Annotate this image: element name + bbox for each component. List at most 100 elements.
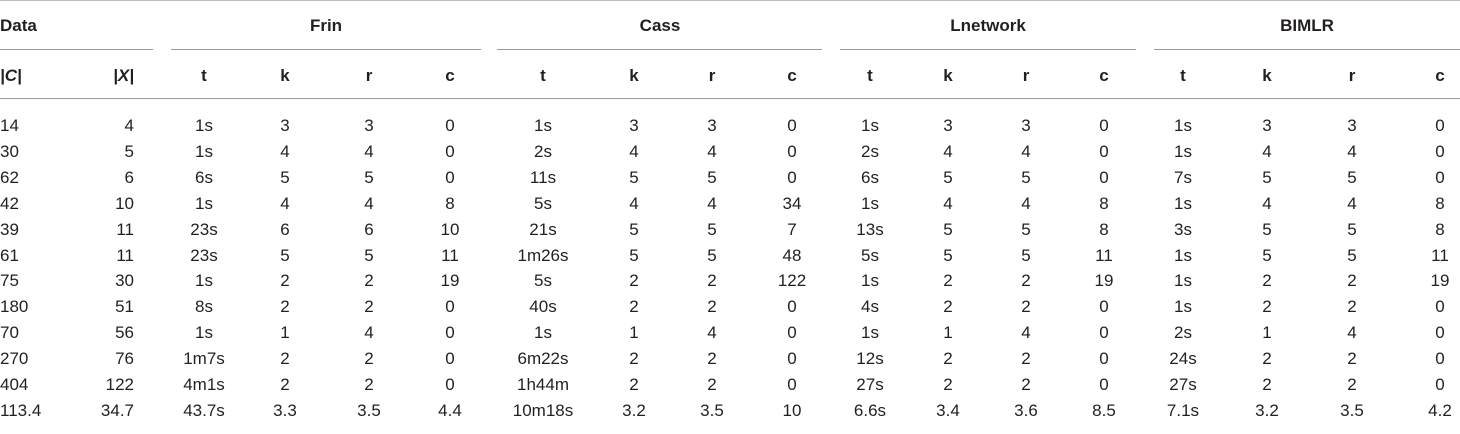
table-cell: 19: [440, 271, 460, 291]
table-cell: 3: [280, 116, 290, 135]
table-cell: 4: [1021, 141, 1031, 161]
table-cell: 0: [445, 141, 455, 161]
table-cell: 0: [445, 116, 455, 135]
table-cell: 6m22s: [517, 349, 569, 369]
table-cell: 5: [1347, 167, 1357, 187]
table-cell: 2: [1021, 297, 1031, 317]
table-cell: 70: [0, 323, 19, 343]
table-cell: 6s: [861, 167, 879, 187]
table-cell: 2: [707, 297, 717, 317]
header-c: c: [787, 66, 797, 85]
table-cell: 5: [1347, 245, 1357, 265]
table-cell: 1s: [195, 116, 213, 135]
table-cell: 1s: [1174, 271, 1192, 291]
header-t: t: [201, 66, 207, 85]
table-cell: 3: [1021, 116, 1031, 135]
table-cell: 3.2: [622, 400, 646, 420]
table-cell: 3: [1347, 116, 1357, 135]
table-cell: 2: [1347, 349, 1357, 369]
table-cell: 3.6: [1014, 400, 1038, 420]
table-cell: 5: [280, 167, 290, 187]
table-cell: 270: [0, 349, 29, 369]
table-cell: 11: [1431, 245, 1449, 265]
table-cell: 2: [1262, 271, 1272, 291]
table-cell: 11s: [529, 167, 557, 187]
table-cell: 0: [1435, 167, 1445, 187]
table-cell: 8: [1435, 219, 1445, 239]
table-cell: 43.7s: [183, 400, 225, 420]
data-group-rule: [0, 49, 153, 50]
table-cell: 5: [1021, 219, 1031, 239]
table-cell: 4: [280, 141, 290, 161]
table-cell: 2: [629, 297, 639, 317]
table-cell: 0: [1435, 116, 1445, 135]
header-c: c: [445, 66, 455, 85]
table-cell: 2: [1021, 349, 1031, 369]
table-cell: 11: [1095, 245, 1113, 265]
table-cell: 1s: [195, 193, 213, 213]
table-cell: 5: [124, 141, 134, 161]
table-cell: 39: [0, 219, 19, 239]
table-cell: 2: [1347, 271, 1357, 291]
table-cell: 5: [364, 245, 374, 265]
header-r: r: [708, 66, 716, 85]
table-cell: 5: [1021, 167, 1031, 187]
table-cell: 6: [280, 219, 290, 239]
table-cell: 0: [445, 297, 455, 317]
table-cell: 4: [1262, 193, 1272, 213]
table-cell: 5s: [861, 245, 879, 265]
table-cell: 6s: [195, 167, 213, 187]
table-cell: 5: [629, 167, 639, 187]
table-cell: 6: [364, 219, 374, 239]
group-header-frin: Frin: [309, 16, 343, 35]
frin-group-rule: [171, 49, 481, 50]
lnetwork-group-rule: [840, 49, 1136, 50]
table-cell: 3.5: [357, 400, 381, 420]
table-cell: 3: [1262, 116, 1272, 135]
table-cell: 0: [787, 141, 797, 161]
table-cell: 19: [1430, 271, 1450, 291]
table-cell: 5: [1021, 245, 1031, 265]
table-cell: 10: [440, 219, 460, 239]
table-cell: 8s: [195, 297, 213, 317]
table-cell: 4: [1347, 323, 1357, 343]
table-cell: 2: [943, 349, 953, 369]
table-cell: 1s: [1174, 116, 1192, 135]
table-cell: 113.4: [0, 400, 42, 420]
table-cell: 3: [364, 116, 374, 135]
table-cell: 5: [943, 245, 953, 265]
table-cell: 4: [1347, 141, 1357, 161]
table-cell: 2: [943, 271, 953, 291]
table-cell: 2: [280, 271, 290, 291]
table-cell: 3.5: [700, 400, 724, 420]
table-cell: 2: [1347, 375, 1357, 394]
table-cell: 11: [441, 245, 459, 265]
table-cell: 1s: [534, 323, 552, 343]
table-cell: 1s: [1174, 245, 1192, 265]
table-cell: 0: [1435, 349, 1445, 369]
table-cell: 5: [629, 219, 639, 239]
table-cell: 1s: [195, 271, 213, 291]
table-cell: 2: [707, 349, 717, 369]
table-cell: 0: [1099, 116, 1109, 135]
bimlr-group-rule: [1154, 49, 1460, 50]
header-r: r: [1348, 66, 1356, 85]
top-rule: [0, 0, 1460, 1]
table-cell: 1s: [1174, 297, 1192, 317]
table-cell: 0: [787, 167, 797, 187]
table-cell: 61: [0, 245, 19, 265]
table-cell: 1s: [195, 141, 213, 161]
table-cell: 8.5: [1092, 400, 1116, 420]
header-c-size: |C|: [0, 66, 22, 85]
group-header-lnetwork: Lnetwork: [950, 16, 1026, 35]
table-cell: 0: [1099, 349, 1109, 369]
table-cell: 8: [445, 193, 455, 213]
table-cell: 1h44m: [517, 375, 569, 394]
table-cell: 6.6s: [853, 400, 887, 420]
table-cell: 4: [707, 323, 717, 343]
table-cell: 3.4: [936, 400, 960, 420]
table-cell: 4: [943, 141, 953, 161]
table-cell: 4: [1021, 323, 1031, 343]
table-cell: 4: [707, 193, 717, 213]
table-cell: 5s: [534, 193, 552, 213]
